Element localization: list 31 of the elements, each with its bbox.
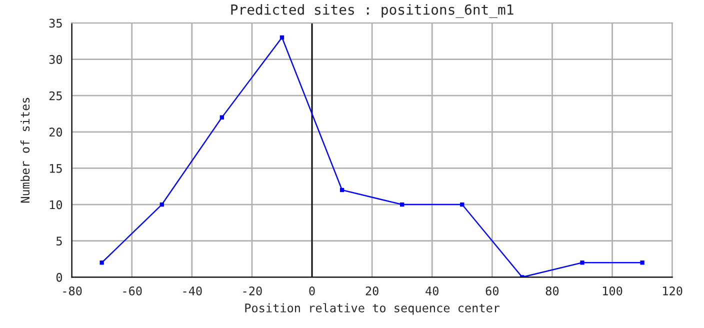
- point: [220, 115, 224, 120]
- point: [160, 202, 164, 207]
- point: [640, 260, 644, 265]
- y-tick-label: 15: [50, 164, 62, 173]
- y-tick-label: 0: [56, 272, 62, 282]
- x-tick-label: -60: [123, 286, 142, 296]
- y-tick-label: 10: [50, 200, 62, 210]
- x-tick-label: 60: [486, 286, 499, 296]
- x-tick-label: -40: [183, 286, 202, 296]
- y-tick-label: 20: [49, 128, 62, 137]
- y-tick-label: 5: [56, 236, 62, 246]
- x-tick-label: 20: [366, 286, 378, 296]
- point: [580, 260, 584, 265]
- point: [340, 188, 344, 192]
- y-tick-label: 35: [49, 18, 62, 28]
- y-tick-label: 30: [49, 55, 62, 64]
- x-tick-label: 40: [426, 286, 438, 296]
- chart-title: Predicted sites : positions_6nt_m1: [231, 4, 514, 18]
- x-tick-label: 100: [603, 286, 622, 296]
- x-tick-label: -80: [63, 286, 82, 296]
- x-tick-label: 120: [663, 286, 682, 296]
- point: [100, 260, 104, 265]
- y-axis-title: Number of sites: [20, 98, 30, 203]
- point: [460, 202, 464, 207]
- y-tick-label: 25: [49, 91, 62, 100]
- point: [400, 202, 404, 207]
- x-tick-label: 0: [309, 286, 315, 296]
- point: [280, 35, 284, 40]
- x-tick-label: -20: [243, 286, 262, 296]
- x-tick-label: 80: [546, 286, 559, 296]
- x-axis-title: Position relative to sequence center: [245, 303, 500, 315]
